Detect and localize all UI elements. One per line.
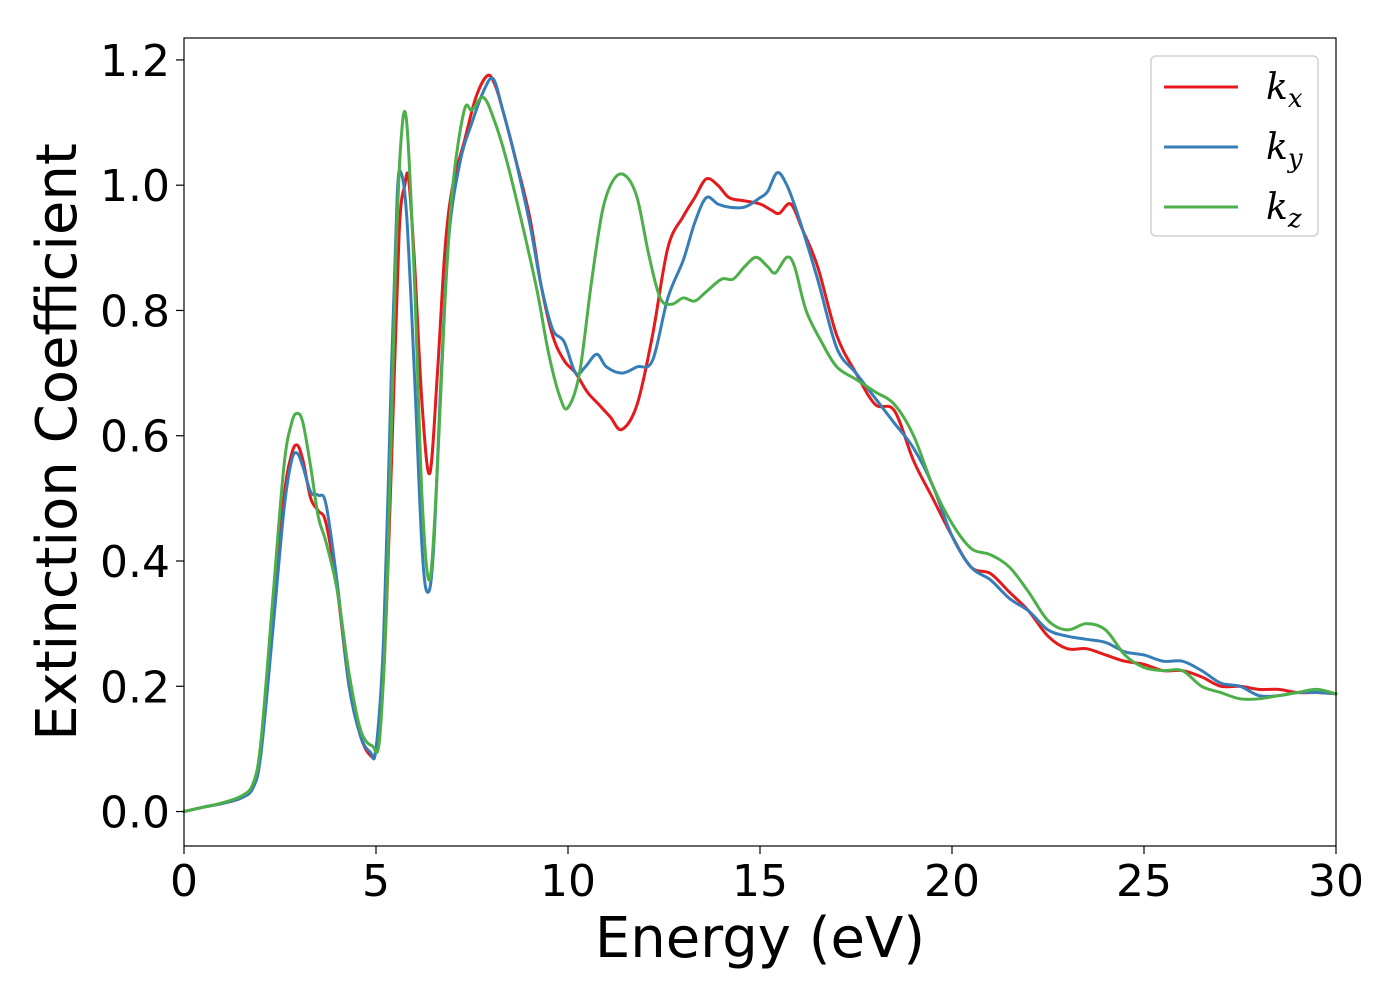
- x-tick-label: 5: [362, 856, 390, 907]
- legend: kx ky kz: [1150, 55, 1319, 237]
- series-line-z: [182, 95, 1338, 814]
- y-tick-label: 0.8: [100, 286, 170, 337]
- legend-label-x: kx: [1266, 67, 1303, 114]
- y-tick-label: 0.0: [100, 788, 170, 839]
- x-tick-label: 0: [170, 856, 198, 907]
- y-axis-label: Extinction Coefficient: [25, 143, 90, 741]
- y-axis-ticks: 0.0 0.2 0.4 0.6 0.8 1.0 1.2: [100, 36, 184, 839]
- y-tick-label: 0.4: [100, 537, 170, 588]
- y-tick-label: 1.2: [100, 36, 170, 87]
- y-tick-label: 0.6: [100, 412, 170, 463]
- y-tick-label: 0.2: [100, 662, 170, 713]
- legend-label-y: ky: [1266, 127, 1303, 174]
- series-layer: [182, 73, 1338, 814]
- legend-label-z: kz: [1266, 187, 1302, 234]
- x-tick-label: 25: [1116, 856, 1172, 907]
- x-axis-label: Energy (eV): [595, 906, 925, 971]
- x-tick-label: 20: [924, 856, 980, 907]
- x-tick-label: 10: [540, 856, 596, 907]
- x-tick-label: 15: [732, 856, 788, 907]
- y-tick-label: 1.0: [100, 161, 170, 212]
- x-tick-label: 30: [1308, 856, 1364, 907]
- x-axis-ticks: 0 5 10 15 20 25 30: [170, 846, 1364, 907]
